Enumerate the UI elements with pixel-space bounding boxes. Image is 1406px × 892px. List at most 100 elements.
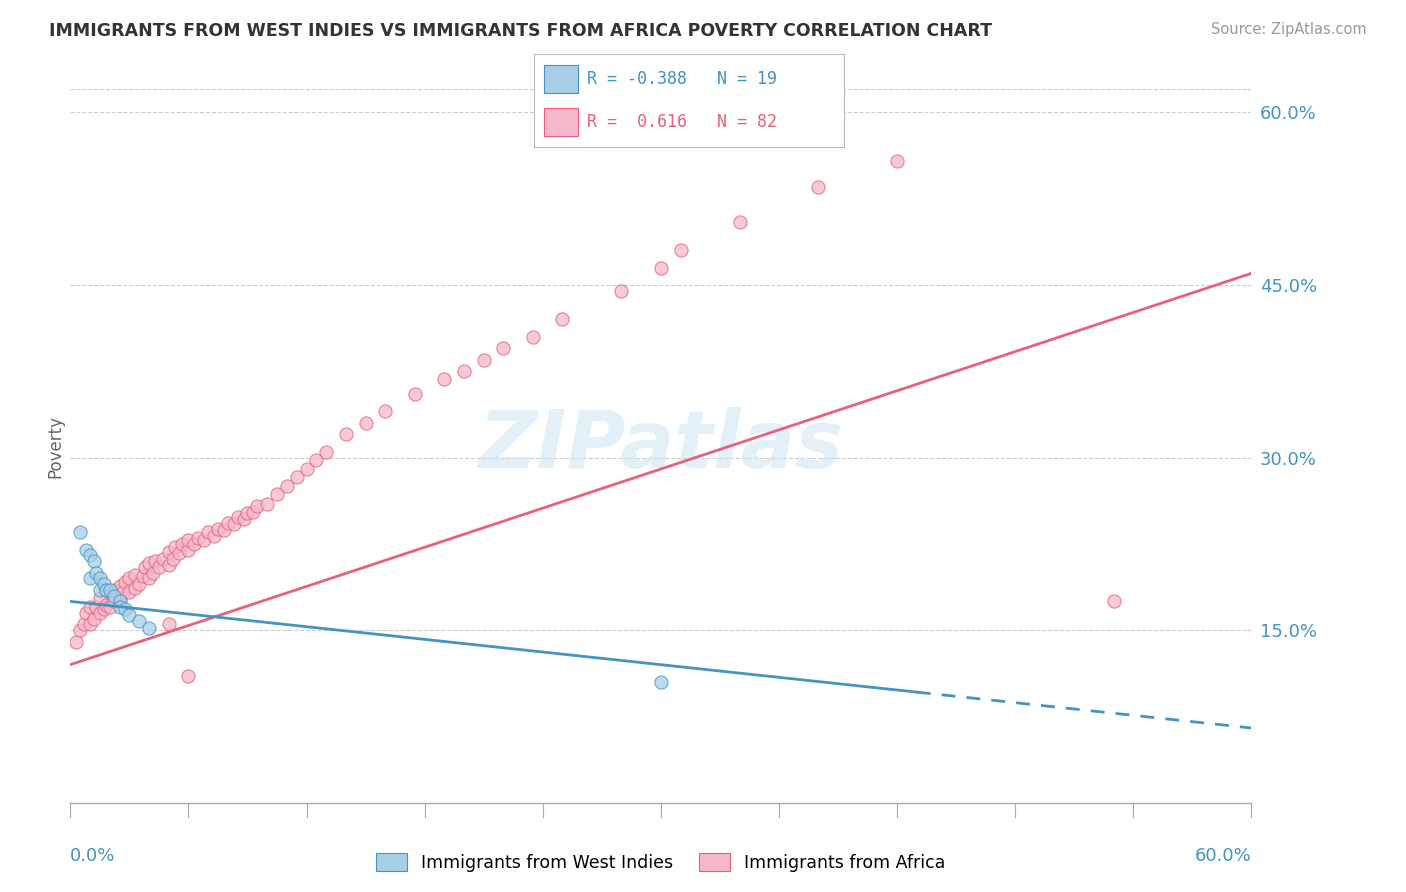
Point xyxy=(69,623,91,637)
Point xyxy=(89,571,111,585)
Point xyxy=(242,505,264,519)
Point xyxy=(305,452,328,467)
Text: ZIPatlas: ZIPatlas xyxy=(478,407,844,485)
Point xyxy=(295,462,318,476)
Point xyxy=(669,244,692,258)
Point xyxy=(433,372,456,386)
Point xyxy=(75,542,97,557)
Point xyxy=(404,387,426,401)
Point xyxy=(108,579,131,593)
Point xyxy=(83,554,105,568)
Point xyxy=(98,600,121,615)
Point xyxy=(266,487,288,501)
Point xyxy=(138,557,160,571)
Point xyxy=(79,571,101,585)
Bar xyxy=(544,65,578,93)
Point xyxy=(143,554,166,568)
Point xyxy=(315,444,337,458)
Point xyxy=(157,558,180,572)
Point xyxy=(222,517,245,532)
Point xyxy=(246,499,269,513)
Legend: Immigrants from West Indies, Immigrants from Africa: Immigrants from West Indies, Immigrants … xyxy=(368,847,953,879)
Point xyxy=(134,559,156,574)
Point xyxy=(118,585,141,599)
Point xyxy=(163,541,186,555)
Point xyxy=(94,582,117,597)
Point xyxy=(232,511,254,525)
Point xyxy=(177,542,200,557)
Point xyxy=(187,531,209,545)
Point xyxy=(118,571,141,585)
Point xyxy=(256,497,278,511)
Point xyxy=(128,577,150,591)
Point xyxy=(79,549,101,563)
Point xyxy=(157,545,180,559)
Point xyxy=(108,591,131,605)
Point xyxy=(492,341,515,355)
Point xyxy=(217,516,239,530)
Point xyxy=(94,582,117,597)
Point xyxy=(89,606,111,620)
Point xyxy=(374,404,396,418)
Point xyxy=(551,312,574,326)
Point xyxy=(202,529,225,543)
Point xyxy=(354,416,377,430)
Point xyxy=(226,510,249,524)
Point xyxy=(610,284,633,298)
Point xyxy=(335,427,357,442)
Point xyxy=(207,522,229,536)
Point xyxy=(472,352,495,367)
Point xyxy=(728,214,751,228)
Text: R = -0.388   N = 19: R = -0.388 N = 19 xyxy=(586,70,778,87)
Point xyxy=(285,470,308,484)
Point xyxy=(93,602,115,616)
Point xyxy=(142,566,165,580)
Text: 60.0%: 60.0% xyxy=(1195,847,1251,864)
Point xyxy=(108,594,131,608)
Y-axis label: Poverty: Poverty xyxy=(46,415,65,477)
Point xyxy=(84,566,107,580)
Point xyxy=(103,589,125,603)
Point xyxy=(89,591,111,605)
Point xyxy=(157,617,180,632)
Point xyxy=(84,600,107,615)
Point xyxy=(103,594,125,608)
Point xyxy=(197,525,219,540)
Point xyxy=(138,621,160,635)
Point xyxy=(114,602,136,616)
Point xyxy=(650,675,672,690)
Point xyxy=(89,582,111,597)
Point xyxy=(108,600,131,615)
Text: 0.0%: 0.0% xyxy=(70,847,115,864)
Point xyxy=(93,577,115,591)
Point xyxy=(167,546,190,560)
Point xyxy=(138,571,160,585)
Point xyxy=(236,506,259,520)
Text: IMMIGRANTS FROM WEST INDIES VS IMMIGRANTS FROM AFRICA POVERTY CORRELATION CHART: IMMIGRANTS FROM WEST INDIES VS IMMIGRANT… xyxy=(49,22,993,40)
Point xyxy=(128,614,150,628)
Point xyxy=(886,153,908,168)
Point xyxy=(522,329,544,343)
Point xyxy=(152,551,174,566)
Point xyxy=(193,533,215,548)
Point xyxy=(148,559,170,574)
Point xyxy=(112,585,135,599)
Point xyxy=(183,537,205,551)
Point xyxy=(94,598,117,612)
Point xyxy=(172,537,194,551)
Point xyxy=(79,600,101,615)
Point xyxy=(1102,594,1125,608)
Point xyxy=(73,617,96,632)
Point xyxy=(124,581,146,595)
Point xyxy=(65,634,87,648)
Point xyxy=(162,551,184,566)
Point xyxy=(118,608,141,623)
Point xyxy=(75,606,97,620)
Point xyxy=(453,364,475,378)
Point xyxy=(177,533,200,548)
Point xyxy=(98,582,121,597)
Text: R =  0.616   N = 82: R = 0.616 N = 82 xyxy=(586,113,778,131)
Point xyxy=(212,523,235,537)
Point xyxy=(83,612,105,626)
Point xyxy=(276,479,298,493)
